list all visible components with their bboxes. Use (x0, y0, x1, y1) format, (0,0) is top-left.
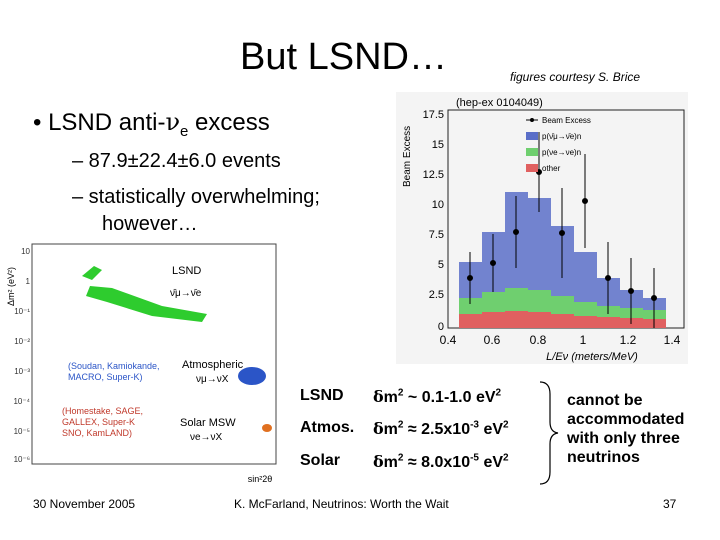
svg-text:10: 10 (432, 199, 444, 211)
solar-exps-3: SNO, KamLAND) (62, 428, 132, 438)
svg-text:7.5: 7.5 (429, 229, 444, 241)
svg-text:5: 5 (438, 259, 444, 271)
page-number: 37 (663, 497, 677, 511)
svg-text:1: 1 (26, 277, 31, 286)
solar-channel-label: νe→νX (190, 432, 223, 443)
beam-excess-plot: Beam Excess (hep-ex 0104049) (396, 92, 688, 364)
figure-credit: figures courtesy S. Brice (510, 70, 641, 84)
svg-text:10⁻⁵: 10⁻⁵ (14, 427, 30, 436)
param-plot-frame (31, 243, 277, 465)
solar-label: Solar MSW (180, 417, 236, 429)
atmos-row: Atmos. (300, 419, 355, 436)
svg-text:2.5: 2.5 (429, 289, 444, 301)
svg-text:17.5: 17.5 (423, 109, 444, 121)
svg-text:10: 10 (21, 247, 30, 256)
atm-exps-2: MACRO, Super-K) (68, 372, 143, 382)
grouping-brace (539, 381, 559, 485)
svg-text:10⁻³: 10⁻³ (14, 367, 30, 376)
lsnd-channel-label: ν̄μ→ν̄e (170, 288, 202, 299)
svg-text:p(νe→νe)n: p(νe→νe)n (542, 148, 581, 157)
solar-row-value: δm2 ≈ 8.0x10-5 eV2 (373, 452, 509, 471)
svg-text:0.8: 0.8 (530, 333, 547, 347)
svg-text:15: 15 (432, 139, 444, 151)
svg-text:1.4: 1.4 (664, 333, 681, 347)
oscillation-parameter-plot: Δm² (eV²) 10 1 10⁻¹ 10⁻² 10⁻³ 10⁻⁴ 10⁻⁵ … (2, 236, 286, 488)
solar-row: Solar (300, 452, 341, 469)
excess-plot-x-ticks: 0.4 0.6 0.8 1 1.2 1.4 (440, 333, 681, 347)
svg-text:10⁻¹: 10⁻¹ (14, 307, 30, 316)
svg-text:0: 0 (438, 321, 444, 333)
excess-plot-ref: (hep-ex 0104049) (456, 97, 543, 109)
footer-center: K. McFarland, Neutrinos: Worth the Wait (234, 497, 449, 511)
param-plot-ylabel: Δm² (eV²) (6, 267, 16, 306)
svg-text:12.5: 12.5 (423, 169, 444, 181)
lsnd-allowed-band (86, 286, 207, 322)
svg-text:other: other (542, 164, 561, 173)
svg-text:1: 1 (580, 333, 587, 347)
param-plot-y-ticks: 10 1 10⁻¹ 10⁻² 10⁻³ 10⁻⁴ 10⁻⁵ 10⁻⁶ (13, 247, 30, 464)
atmos-row-value: δm2 ≈ 2.5x10-3 eV2 (373, 419, 509, 438)
conclusion-text: cannot be accommodated with only three n… (567, 392, 685, 466)
excess-plot-legend: Beam Excess p(ν̄μ→ν̄e)n p(νe→νe)n other (526, 116, 591, 173)
footer-date: 30 November 2005 (33, 497, 136, 511)
lsnd-row-value: δm2 ~ 0.1-1.0 eV2 (373, 387, 502, 406)
atm-channel-label: νμ→νX (196, 374, 229, 385)
lsnd-allowed-region (82, 266, 102, 280)
svg-text:10⁻⁴: 10⁻⁴ (13, 397, 30, 406)
lsnd-row: LSND (300, 387, 344, 404)
svg-text:Beam Excess: Beam Excess (542, 116, 591, 125)
lsnd-plot-label: LSND (172, 265, 201, 277)
atm-exps-1: (Soudan, Kamiokande, (68, 361, 160, 371)
param-plot-xlabel: sin²2θ (248, 474, 273, 484)
atm-label: Atmospheric (182, 359, 244, 371)
svg-text:0.6: 0.6 (484, 333, 501, 347)
atmospheric-allowed-region (238, 367, 266, 385)
solar-exps-1: (Homestake, SAGE, (62, 406, 143, 416)
svg-text:1.2: 1.2 (620, 333, 637, 347)
svg-text:0.4: 0.4 (440, 333, 457, 347)
excess-plot-xlabel: L/Eν (meters/MeV) (546, 351, 638, 363)
bullet-statistics: – statistically overwhelming; however… (72, 186, 320, 235)
solar-allowed-region (262, 424, 272, 432)
solar-exps-2: GALLEX, Super-K (62, 417, 135, 427)
svg-text:p(ν̄μ→ν̄e)n: p(ν̄μ→ν̄e)n (542, 132, 581, 141)
excess-plot-ylabel: Beam Excess (402, 126, 413, 187)
bullet-events: – 87.9±22.4±6.0 events (72, 150, 281, 172)
svg-text:10⁻²: 10⁻² (14, 337, 30, 346)
excess-plot-y-ticks: 17.5 15 12.5 10 7.5 5 2.5 0 (423, 109, 444, 333)
svg-text:10⁻⁶: 10⁻⁶ (14, 455, 30, 464)
slide-title: But LSND… (240, 36, 447, 78)
bullet-lsnd-excess: • LSND anti-νe excess (33, 108, 270, 140)
